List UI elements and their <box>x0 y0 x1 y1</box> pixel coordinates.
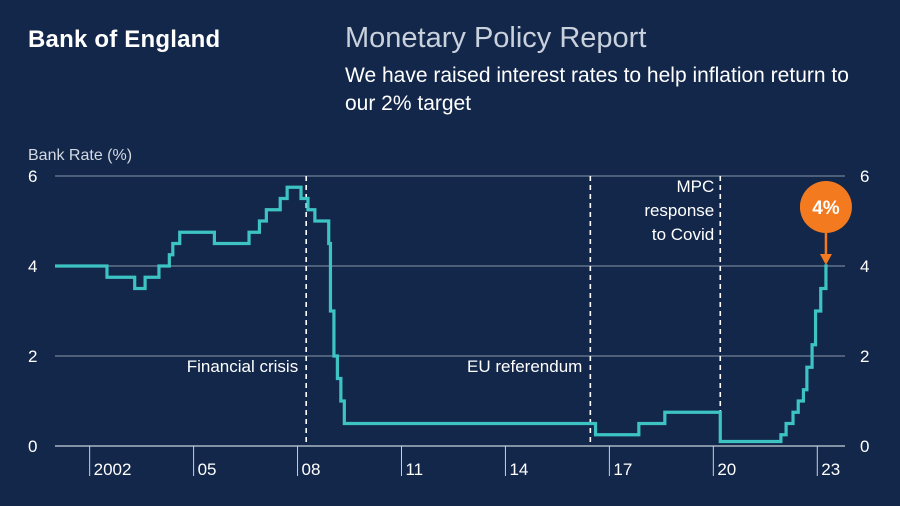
y-tick-label-right: 2 <box>860 347 869 366</box>
x-tick-label: 2002 <box>94 460 132 479</box>
y-tick-label-left: 6 <box>28 167 37 186</box>
x-tick-label: 17 <box>613 460 632 479</box>
x-tick-label: 20 <box>717 460 736 479</box>
report-title: Monetary Policy Report <box>345 22 647 54</box>
x-tick-label: 23 <box>821 460 840 479</box>
bank-rate-series-line <box>55 185 828 444</box>
y-axis-label: Bank Rate (%) <box>28 147 132 164</box>
x-tick-label: 08 <box>302 460 321 479</box>
y-tick-label-left: 2 <box>28 347 37 366</box>
y-tick-label-left: 0 <box>28 437 37 456</box>
callout-bubble <box>799 181 852 233</box>
event-label: MPC <box>676 177 714 196</box>
brand-logo-text: Bank of England <box>28 26 221 53</box>
y-tick-label-right: 6 <box>860 167 869 186</box>
x-tick-label: 05 <box>198 460 217 479</box>
callout-label: 4% <box>812 198 840 219</box>
x-tick-label: 14 <box>509 460 528 479</box>
callout-arrow-head <box>819 254 832 265</box>
event-label: to Covid <box>652 225 714 244</box>
event-label: response <box>644 201 714 220</box>
event-label: Financial crisis <box>187 357 298 376</box>
x-tick-label: 11 <box>405 460 423 479</box>
y-tick-label-right: 4 <box>860 257 869 276</box>
y-tick-label-left: 4 <box>28 257 37 276</box>
chart-subtitle: We have raised interest rates to help in… <box>345 64 849 115</box>
event-label: EU referendum <box>467 357 582 376</box>
y-tick-label-right: 0 <box>860 437 869 456</box>
